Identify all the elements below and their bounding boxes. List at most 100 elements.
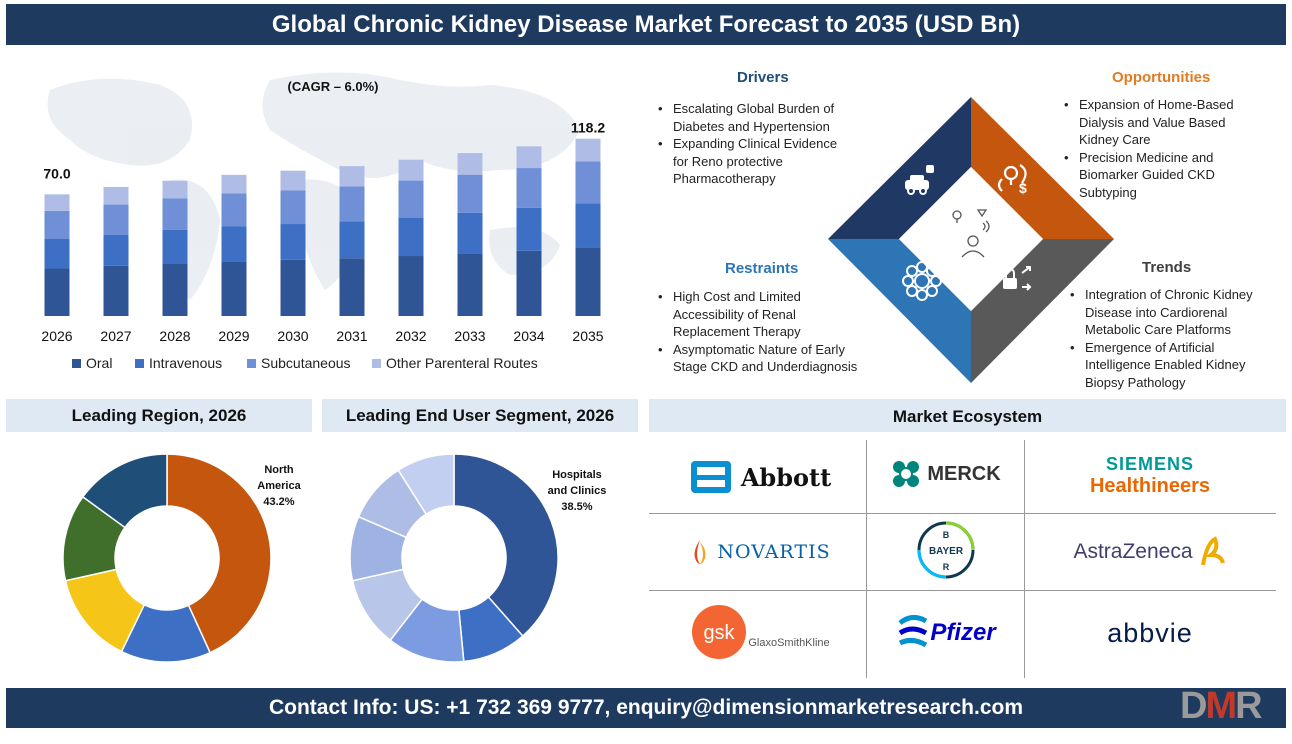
donut-slice-0 <box>453 453 559 638</box>
gear-icon <box>902 261 942 301</box>
x-tick-label: 2028 <box>159 328 190 344</box>
abbott-logo: Abbott <box>660 448 860 506</box>
donut-slice-4 <box>81 453 168 529</box>
donut-slice-6 <box>397 453 455 516</box>
bar-segment-intravenous-2034 <box>516 207 542 251</box>
contact-footer: Contact Info: US: +1 732 369 9777, enqui… <box>6 688 1286 728</box>
bar-segment-intravenous-2027 <box>103 234 129 266</box>
bar-segment-subcutaneous-2030 <box>280 190 306 225</box>
x-tick-label: 2034 <box>513 328 544 344</box>
x-tick-label: 2026 <box>41 328 72 344</box>
trends-list: Integration of Chronic Kidney Disease in… <box>1067 286 1277 391</box>
bar-segment-subcutaneous-2035 <box>575 161 601 204</box>
restraints-list: High Cost and Limited Accessibility of R… <box>655 288 865 376</box>
trends-title: Trends <box>1142 259 1192 276</box>
legend-label: Intravenous <box>149 355 222 371</box>
bar-segment-intravenous-2028 <box>162 229 188 264</box>
restraints-title: Restraints <box>725 260 799 277</box>
gsk-logo: gsk GlaxoSmithKline <box>660 600 860 664</box>
glaxosmithkline-wordmark: GlaxoSmithKline <box>748 637 830 649</box>
leading-end-user-title: Leading End User Segment, 2026 <box>322 399 638 432</box>
dmr-logo: DMR <box>1180 685 1263 728</box>
opportunities-quadrant <box>971 97 1114 239</box>
novartis-wordmark: NOVARTIS <box>717 541 831 563</box>
x-tick-label: 2031 <box>336 328 367 344</box>
lock-arrows-icon <box>1003 266 1032 291</box>
bar-segment-intravenous-2032 <box>398 217 424 257</box>
bar-segment-intravenous-2030 <box>280 224 306 260</box>
opportunities-title: Opportunities <box>1112 69 1211 86</box>
grid-divider <box>649 590 1276 591</box>
dmr-letter-m: M <box>1205 685 1237 727</box>
bar-segment-other-parenteral-routes-2031 <box>339 166 365 187</box>
svg-text:B: B <box>943 530 950 540</box>
x-tick-label: 2029 <box>218 328 249 344</box>
pfizer-logo: Pfizer <box>872 604 1020 662</box>
list-item: Expansion of Home-Based Dialysis and Val… <box>1061 96 1261 149</box>
bar-segment-subcutaneous-2032 <box>398 180 424 218</box>
leading-region-donut: North America 43.2% <box>62 453 302 663</box>
drivers-quadrant <box>828 97 971 239</box>
bar-segment-subcutaneous-2026 <box>44 210 70 239</box>
list-item: Emergence of Artificial Intelligence Ena… <box>1067 339 1277 392</box>
list-item: High Cost and Limited Accessibility of R… <box>655 288 865 341</box>
bar-segment-intravenous-2033 <box>457 212 483 254</box>
legend-swatch <box>247 359 256 368</box>
enduser-label-line1: Hospitals <box>552 469 602 481</box>
bar-segment-other-parenteral-routes-2027 <box>103 187 129 205</box>
svg-text:R: R <box>943 562 950 572</box>
drivers-diamond-graphic: $ <box>828 97 1114 383</box>
enduser-label-line3: 38.5% <box>561 501 592 513</box>
novartis-logo: NOVARTIS <box>660 524 860 580</box>
bar-segment-oral-2031 <box>339 258 365 316</box>
bar-segment-oral-2026 <box>44 268 70 316</box>
list-item: Asymptomatic Nature of Early Stage CKD a… <box>655 341 865 376</box>
bar-segment-intravenous-2029 <box>221 226 247 262</box>
bar-segment-oral-2029 <box>221 261 247 316</box>
page-title: Global Chronic Kidney Disease Market For… <box>6 4 1286 45</box>
bar-segment-oral-2027 <box>103 265 129 316</box>
leading-end-user-donut: Hospitals and Clinics 38.5% <box>349 453 606 663</box>
list-item: Expanding Clinical Evidence for Reno pro… <box>655 135 845 188</box>
bayer-logo: BAYER B R <box>872 518 1020 582</box>
list-item: Integration of Chronic Kidney Disease in… <box>1067 286 1277 339</box>
region-label-line3: 43.2% <box>263 496 294 508</box>
cagr-annotation: (CAGR – 6.0%) <box>287 79 378 94</box>
abbvie-logo: abbvie <box>1030 604 1270 662</box>
bar-segment-subcutaneous-2027 <box>103 204 129 235</box>
bar-segment-intravenous-2026 <box>44 238 70 269</box>
merck-mark-icon <box>893 461 920 487</box>
drivers-list: Escalating Global Burden of Diabetes and… <box>655 100 845 188</box>
bar-segment-other-parenteral-routes-2033 <box>457 153 483 175</box>
legend-label: Oral <box>86 355 112 371</box>
data-label-2035: 118.2 <box>571 120 605 136</box>
merck-wordmark: MERCK <box>927 462 1001 485</box>
list-item: Escalating Global Burden of Diabetes and… <box>655 100 845 135</box>
siemens-wordmark: SIEMENS <box>1105 454 1195 474</box>
dmr-letter-d: D <box>1180 685 1207 727</box>
bar-segment-intravenous-2035 <box>575 203 601 248</box>
grid-divider <box>866 440 867 678</box>
market-ecosystem-title: Market Ecosystem <box>649 399 1286 432</box>
bar-segment-other-parenteral-routes-2028 <box>162 180 188 199</box>
region-label-line1: North <box>264 464 294 476</box>
bar-segment-subcutaneous-2031 <box>339 186 365 222</box>
bar-segment-other-parenteral-routes-2034 <box>516 146 542 169</box>
legend-swatch <box>372 359 381 368</box>
stacked-bar-chart: 2026 2027 2028 2029 2030 2031 2032 2033 2034 2035… <box>41 72 605 371</box>
bar-segment-other-parenteral-routes-2026 <box>44 194 70 211</box>
people-idea-icon <box>952 209 990 258</box>
restraints-quadrant <box>828 239 971 383</box>
siemens-healthineers-logo: SIEMENS Healthineers <box>1030 448 1270 504</box>
bayer-wordmark: BAYER <box>929 546 964 557</box>
x-tick-label: 2035 <box>572 328 603 344</box>
gsk-wordmark: gsk <box>704 622 736 644</box>
x-tick-label: 2033 <box>454 328 485 344</box>
dmr-letter-r: R <box>1235 685 1262 727</box>
region-label-line2: America <box>257 480 301 492</box>
opportunities-list: Expansion of Home-Based Dialysis and Val… <box>1061 96 1261 201</box>
astrazeneca-wordmark: AstraZeneca <box>1073 540 1193 563</box>
bar-segment-subcutaneous-2028 <box>162 198 188 230</box>
abbvie-wordmark: abbvie <box>1107 617 1193 648</box>
x-tick-label: 2027 <box>100 328 131 344</box>
